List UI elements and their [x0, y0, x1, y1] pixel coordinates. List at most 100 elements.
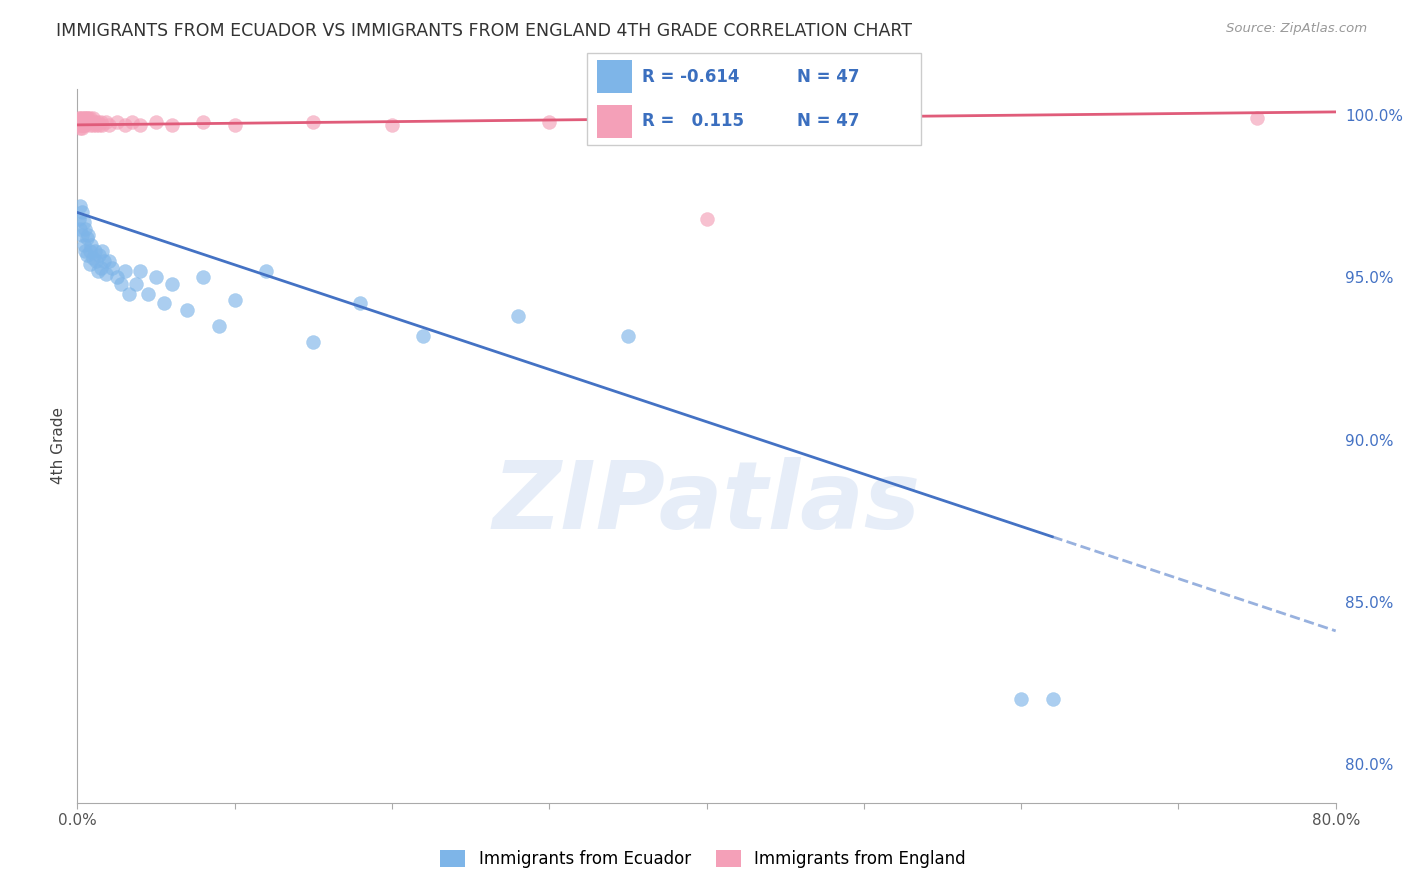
Point	[124, 277, 146, 291]
Point	[77, 228, 100, 243]
Point	[538, 114, 561, 128]
Point	[91, 244, 114, 259]
Point	[1010, 692, 1032, 706]
Point	[75, 221, 97, 235]
Point	[160, 118, 183, 132]
Point	[153, 296, 176, 310]
Point	[79, 257, 101, 271]
Point	[70, 228, 93, 243]
Point	[69, 112, 91, 126]
Point	[72, 238, 94, 252]
Point	[77, 112, 100, 126]
Point	[349, 296, 371, 310]
Point	[67, 112, 90, 126]
Point	[90, 114, 112, 128]
Point	[82, 251, 104, 265]
Point	[97, 254, 120, 268]
Point	[75, 118, 97, 132]
Point	[69, 199, 91, 213]
Point	[224, 293, 246, 307]
Point	[69, 221, 91, 235]
Point	[93, 254, 115, 268]
Point	[72, 114, 94, 128]
Point	[70, 112, 93, 126]
Point	[105, 114, 128, 128]
Point	[136, 286, 159, 301]
Point	[506, 310, 529, 324]
Point	[87, 264, 110, 278]
Text: R =   0.115: R = 0.115	[643, 112, 744, 130]
Point	[89, 118, 111, 132]
Point	[79, 112, 101, 126]
Point	[72, 215, 94, 229]
Point	[76, 247, 98, 261]
Point	[105, 270, 128, 285]
Point	[302, 114, 325, 128]
Point	[70, 205, 93, 219]
Point	[176, 302, 198, 317]
Text: N = 47: N = 47	[797, 68, 859, 86]
Point	[87, 114, 110, 128]
Text: ZIPatlas: ZIPatlas	[492, 457, 921, 549]
Point	[67, 118, 90, 132]
Point	[67, 114, 90, 128]
Point	[224, 118, 246, 132]
Point	[80, 114, 103, 128]
Point	[97, 118, 120, 132]
Point	[69, 118, 91, 132]
Point	[84, 254, 107, 268]
FancyBboxPatch shape	[586, 53, 921, 145]
Point	[254, 264, 277, 278]
Point	[1042, 692, 1064, 706]
Point	[69, 121, 91, 136]
FancyBboxPatch shape	[598, 104, 631, 137]
Point	[70, 114, 93, 128]
Point	[80, 238, 103, 252]
Point	[412, 328, 434, 343]
Point	[79, 244, 101, 259]
Point	[70, 121, 93, 136]
Point	[118, 286, 141, 301]
Point	[129, 118, 152, 132]
Point	[89, 247, 111, 261]
Text: IMMIGRANTS FROM ECUADOR VS IMMIGRANTS FROM ENGLAND 4TH GRADE CORRELATION CHART: IMMIGRANTS FROM ECUADOR VS IMMIGRANTS FR…	[56, 22, 912, 40]
Point	[76, 231, 98, 245]
Text: Source: ZipAtlas.com: Source: ZipAtlas.com	[1226, 22, 1367, 36]
Point	[160, 277, 183, 291]
Point	[90, 260, 112, 275]
Point	[70, 118, 93, 132]
Point	[77, 114, 100, 128]
FancyBboxPatch shape	[598, 61, 631, 94]
Point	[69, 114, 91, 128]
Point	[94, 114, 117, 128]
Point	[381, 118, 404, 132]
Y-axis label: 4th Grade: 4th Grade	[51, 408, 66, 484]
Point	[75, 114, 97, 128]
Point	[83, 114, 105, 128]
Point	[208, 318, 231, 333]
Point	[302, 335, 325, 350]
Point	[191, 270, 215, 285]
Point	[617, 328, 640, 343]
Point	[72, 118, 94, 132]
Point	[114, 118, 136, 132]
Point	[129, 264, 152, 278]
Point	[191, 114, 215, 128]
Point	[145, 114, 167, 128]
Text: R = -0.614: R = -0.614	[643, 68, 740, 86]
Point	[696, 211, 718, 226]
Point	[82, 118, 104, 132]
Legend: Immigrants from Ecuador, Immigrants from England: Immigrants from Ecuador, Immigrants from…	[433, 843, 973, 875]
Point	[75, 112, 97, 126]
Point	[76, 114, 98, 128]
Point	[110, 277, 132, 291]
Point	[83, 244, 105, 259]
Point	[94, 267, 117, 281]
Point	[84, 118, 107, 132]
Text: N = 47: N = 47	[797, 112, 859, 130]
Point	[75, 244, 97, 259]
Point	[114, 264, 136, 278]
Point	[145, 270, 167, 285]
Point	[76, 112, 98, 126]
Point	[91, 118, 114, 132]
